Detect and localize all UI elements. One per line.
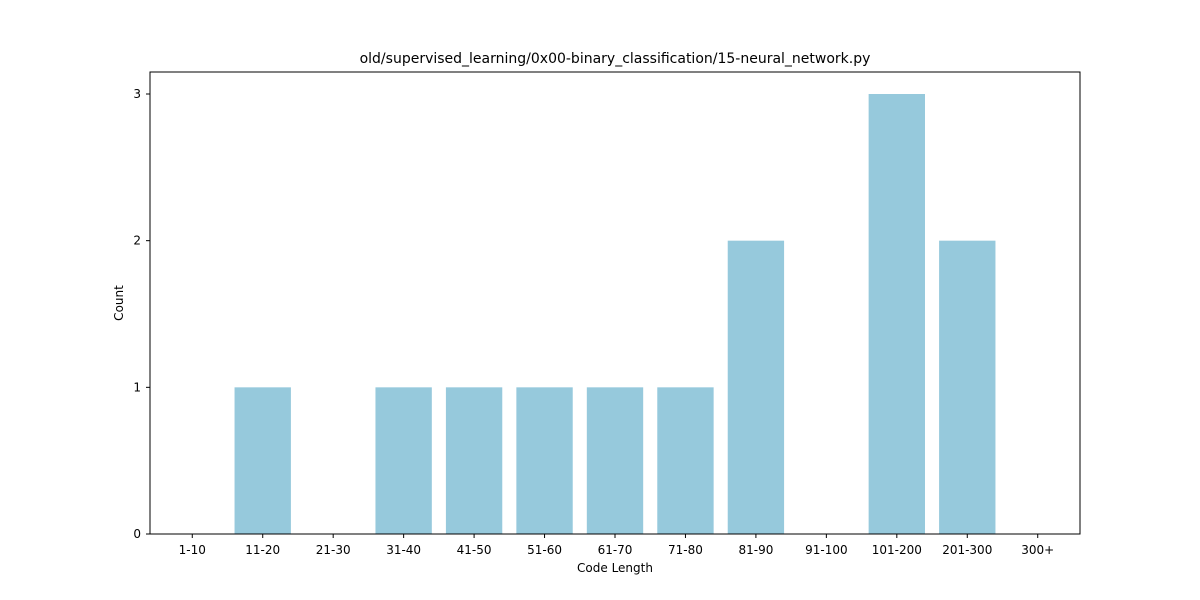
bar-81-90 xyxy=(727,240,785,534)
y-axis: 0 1 2 3 xyxy=(133,87,150,541)
bar-31-40 xyxy=(375,387,432,534)
bar-11-20 xyxy=(234,387,291,534)
x-tick-label: 21-30 xyxy=(316,543,351,557)
x-axis-label: Code Length xyxy=(577,561,653,575)
y-axis-label: Count xyxy=(112,285,126,321)
x-tick-label: 300+ xyxy=(1021,543,1054,557)
bar-51-60 xyxy=(516,387,573,534)
x-tick-label: 71-80 xyxy=(668,543,703,557)
x-tick-label: 61-70 xyxy=(598,543,633,557)
bar-71-80 xyxy=(657,387,714,534)
bar-201-300 xyxy=(939,240,996,534)
x-tick-label: 81-90 xyxy=(738,543,773,557)
x-tick-label: 91-100 xyxy=(805,543,848,557)
bar-41-50 xyxy=(445,387,503,534)
y-tick-label: 0 xyxy=(133,527,141,541)
bar-61-70 xyxy=(586,387,644,534)
x-tick-label: 51-60 xyxy=(527,543,562,557)
x-tick-label: 201-300 xyxy=(942,543,992,557)
y-tick-label: 2 xyxy=(133,234,141,248)
y-tick-label: 3 xyxy=(133,87,141,101)
x-axis: 1-10 11-20 21-30 31-40 41-50 51-60 61-70 71-80 8… xyxy=(179,534,1054,557)
y-tick-label: 1 xyxy=(133,380,141,394)
x-tick-label: 31-40 xyxy=(386,543,421,557)
bar-101-200 xyxy=(868,94,925,534)
x-tick-label: 1-10 xyxy=(179,543,206,557)
x-tick-label: 101-200 xyxy=(872,543,922,557)
x-tick-label: 41-50 xyxy=(457,543,492,557)
chart-title: old/supervised_learning/0x00-binary_clas… xyxy=(360,51,871,67)
bars-group xyxy=(234,94,996,534)
x-tick-label: 11-20 xyxy=(245,543,280,557)
